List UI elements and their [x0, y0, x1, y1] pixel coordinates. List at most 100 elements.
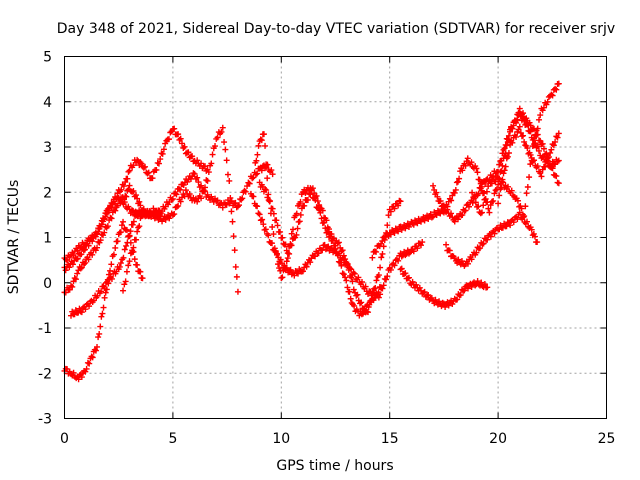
data-point	[140, 164, 147, 171]
data-point	[302, 190, 309, 197]
data-point	[190, 170, 197, 177]
data-point	[114, 238, 121, 245]
data-point	[344, 284, 351, 291]
data-point	[301, 202, 308, 209]
data-point	[462, 162, 469, 169]
data-point	[250, 193, 257, 200]
data-point	[205, 169, 212, 176]
data-point	[260, 221, 267, 228]
data-point	[118, 186, 125, 193]
data-point	[277, 256, 284, 263]
data-point	[504, 136, 511, 143]
data-point	[395, 228, 402, 235]
data-point	[547, 149, 554, 156]
data-point	[456, 175, 463, 182]
data-point	[484, 236, 491, 243]
data-point	[181, 143, 188, 150]
data-point	[331, 246, 338, 253]
data-point	[245, 179, 252, 186]
data-point	[484, 284, 491, 291]
data-point	[414, 245, 421, 252]
data-point	[122, 193, 129, 200]
grid-lines	[64, 56, 607, 419]
data-point	[77, 265, 84, 272]
data-point	[74, 255, 81, 262]
data-point	[203, 177, 210, 184]
data-point	[421, 217, 428, 224]
data-point	[214, 197, 221, 204]
data-point	[444, 206, 451, 213]
data-point	[121, 246, 128, 253]
data-point	[169, 195, 176, 202]
data-point	[483, 188, 490, 195]
data-point	[242, 188, 249, 195]
data-point	[272, 247, 279, 254]
data-point	[455, 256, 462, 263]
data-point	[209, 151, 216, 158]
data-point	[297, 211, 304, 218]
data-point	[474, 169, 481, 176]
data-point	[234, 288, 241, 295]
data-point	[362, 283, 369, 290]
data-point	[303, 263, 310, 270]
data-point	[434, 193, 441, 200]
data-point	[549, 165, 556, 172]
data-point	[539, 140, 546, 147]
data-point	[233, 273, 240, 280]
y-tick-label: -3	[38, 412, 52, 428]
data-point	[101, 229, 108, 236]
data-point	[318, 215, 325, 222]
data-point	[347, 295, 354, 302]
data-point	[219, 124, 226, 131]
data-point	[469, 189, 476, 196]
data-point	[293, 231, 300, 238]
data-point	[293, 210, 300, 217]
data-point	[312, 197, 319, 204]
data-point	[273, 250, 280, 257]
data-point	[522, 203, 529, 210]
data-point	[254, 170, 261, 177]
data-point	[165, 136, 172, 143]
data-point	[204, 177, 211, 184]
data-point	[480, 240, 487, 247]
data-point	[542, 163, 549, 170]
data-point	[387, 208, 394, 215]
data-point	[378, 240, 385, 247]
data-point	[77, 308, 84, 315]
data-point	[108, 275, 115, 282]
data-point	[378, 254, 385, 261]
data-point	[510, 219, 517, 226]
data-point	[123, 242, 130, 249]
data-point	[387, 266, 394, 273]
y-tick-label: 1	[43, 231, 52, 247]
series-arc-6	[120, 207, 146, 294]
data-point	[76, 305, 83, 312]
data-point	[451, 218, 458, 225]
data-point	[350, 269, 357, 276]
data-point	[277, 228, 284, 235]
data-point	[223, 157, 230, 164]
data-point	[173, 203, 180, 210]
data-point	[322, 225, 329, 232]
data-point	[95, 334, 102, 341]
data-point	[509, 125, 516, 132]
data-point	[384, 273, 391, 280]
data-point	[477, 210, 484, 217]
data-point	[262, 142, 269, 149]
data-point	[232, 263, 239, 270]
data-point	[307, 259, 314, 266]
data-point	[94, 343, 101, 350]
chart-title: Day 348 of 2021, Sidereal Day-to-day VTE…	[57, 21, 615, 37]
data-point	[495, 168, 502, 175]
data-point	[354, 291, 361, 298]
data-point	[101, 294, 108, 301]
data-point	[222, 146, 229, 153]
data-point	[498, 157, 505, 164]
data-point	[254, 151, 261, 158]
data-point	[299, 268, 306, 275]
data-point	[548, 91, 555, 98]
data-point	[304, 196, 311, 203]
data-point	[379, 285, 386, 292]
data-point	[325, 226, 332, 233]
data-point	[125, 203, 132, 210]
